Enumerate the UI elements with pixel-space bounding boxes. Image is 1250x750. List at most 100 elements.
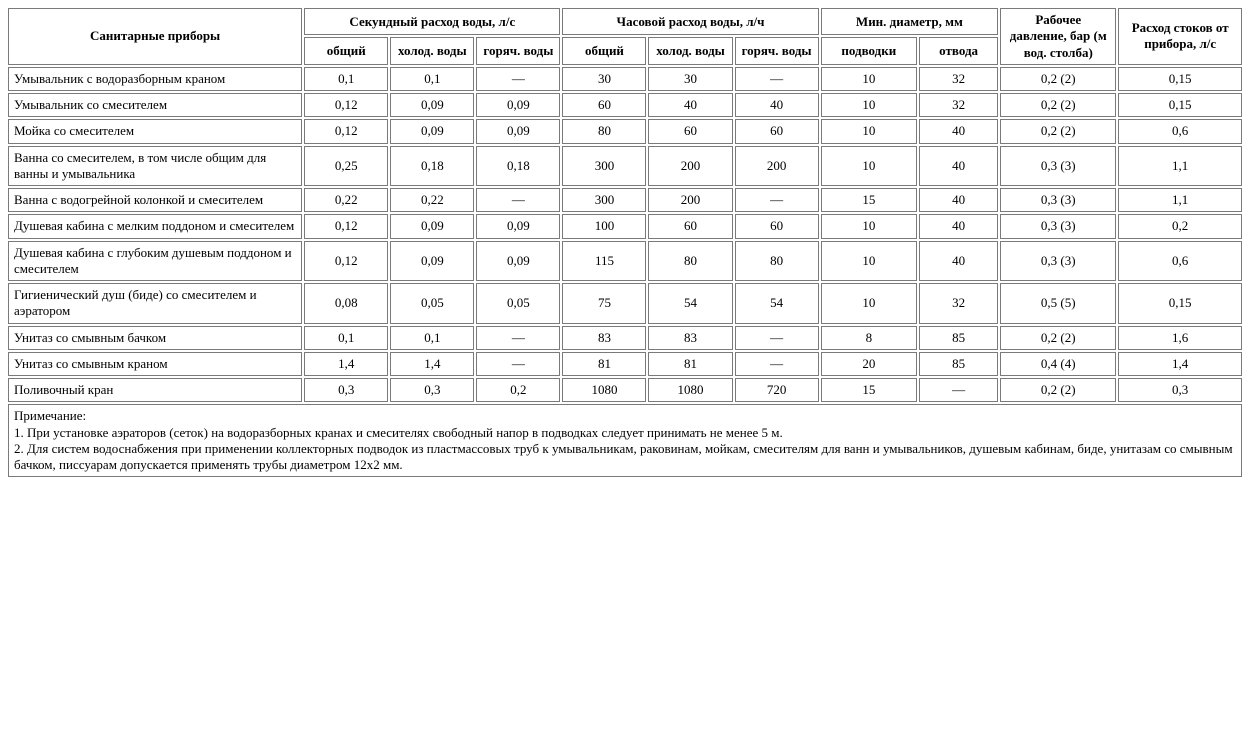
cell-value: 0,22 (304, 188, 388, 212)
table-body: Умывальник с водоразборным краном0,10,1—… (8, 67, 1242, 403)
cell-value: 0,6 (1118, 241, 1242, 282)
fixture-name: Унитаз со смывным бачком (8, 326, 302, 350)
cell-value: 10 (821, 67, 917, 91)
cell-value: 0,3 (304, 378, 388, 402)
fixture-name: Умывальник со смесителем (8, 93, 302, 117)
table-row: Поливочный кран0,30,30,21080108072015—0,… (8, 378, 1242, 402)
cell-value: 60 (648, 119, 732, 143)
cell-value: 85 (919, 326, 998, 350)
cell-value: 0,18 (476, 146, 560, 187)
cell-value: 32 (919, 67, 998, 91)
cell-value: 0,05 (476, 283, 560, 324)
cell-value: 0,12 (304, 93, 388, 117)
cell-value: 200 (735, 146, 819, 187)
cell-value: 40 (648, 93, 732, 117)
cell-value: 10 (821, 241, 917, 282)
cell-value: 80 (562, 119, 646, 143)
cell-value: 0,2 (2) (1000, 67, 1116, 91)
cell-value: 1080 (648, 378, 732, 402)
cell-value: 200 (648, 146, 732, 187)
cell-value: 0,2 (2) (1000, 326, 1116, 350)
cell-value: 81 (562, 352, 646, 376)
cell-value: 0,5 (5) (1000, 283, 1116, 324)
cell-value: 80 (735, 241, 819, 282)
cell-value: 1080 (562, 378, 646, 402)
cell-value: 0,09 (390, 119, 474, 143)
cell-value: 0,6 (1118, 119, 1242, 143)
cell-value: 100 (562, 214, 646, 238)
col-sec-total: общий (304, 37, 388, 64)
fixture-name: Унитаз со смывным краном (8, 352, 302, 376)
cell-value: 0,2 (2) (1000, 93, 1116, 117)
col-sec-cold: холод. воды (390, 37, 474, 64)
cell-value: 80 (648, 241, 732, 282)
cell-value: 0,15 (1118, 283, 1242, 324)
cell-value: 115 (562, 241, 646, 282)
cell-value: 20 (821, 352, 917, 376)
table-row: Ванна с водогрейной колонкой и смесителе… (8, 188, 1242, 212)
cell-value: 1,1 (1118, 188, 1242, 212)
col-hour-hot: горяч. воды (735, 37, 819, 64)
cell-value: 10 (821, 93, 917, 117)
cell-value: 40 (735, 93, 819, 117)
table-row: Ванна со смесителем, в том числе общим д… (8, 146, 1242, 187)
colgroup-sec-flow: Секундный расход воды, л/с (304, 8, 560, 35)
cell-value: — (476, 352, 560, 376)
cell-value: — (735, 188, 819, 212)
cell-value: 85 (919, 352, 998, 376)
cell-value: 0,12 (304, 214, 388, 238)
cell-value: — (735, 67, 819, 91)
cell-value: 0,3 (3) (1000, 146, 1116, 187)
cell-value: 60 (735, 119, 819, 143)
cell-value: — (476, 188, 560, 212)
cell-value: 0,3 (1118, 378, 1242, 402)
fixture-name: Умывальник с водоразборным краном (8, 67, 302, 91)
cell-value: 0,1 (390, 326, 474, 350)
table-row: Умывальник со смесителем0,120,090,096040… (8, 93, 1242, 117)
cell-value: 32 (919, 93, 998, 117)
cell-value: — (735, 326, 819, 350)
cell-value: 8 (821, 326, 917, 350)
cell-value: 1,4 (390, 352, 474, 376)
cell-value: 0,09 (476, 119, 560, 143)
cell-value: — (476, 326, 560, 350)
col-hour-total: общий (562, 37, 646, 64)
cell-value: 10 (821, 119, 917, 143)
cell-value: 10 (821, 214, 917, 238)
col-drain: Расход стоков от прибора, л/с (1118, 8, 1242, 65)
cell-value: 60 (648, 214, 732, 238)
cell-value: 15 (821, 378, 917, 402)
cell-value: 0,3 (3) (1000, 214, 1116, 238)
table-row: Гигиенический душ (биде) со смесителем и… (8, 283, 1242, 324)
cell-value: 200 (648, 188, 732, 212)
col-sec-hot: горяч. воды (476, 37, 560, 64)
cell-value: 720 (735, 378, 819, 402)
cell-value: 60 (735, 214, 819, 238)
cell-value: 0,1 (304, 67, 388, 91)
table-row: Мойка со смесителем0,120,090,09806060104… (8, 119, 1242, 143)
cell-value: 0,4 (4) (1000, 352, 1116, 376)
cell-value: 40 (919, 241, 998, 282)
fixture-name: Мойка со смесителем (8, 119, 302, 143)
cell-value: 0,3 (3) (1000, 188, 1116, 212)
col-dia-supply: подводки (821, 37, 917, 64)
cell-value: 0,09 (390, 214, 474, 238)
cell-value: 10 (821, 146, 917, 187)
table-row: Умывальник с водоразборным краном0,10,1—… (8, 67, 1242, 91)
cell-value: 83 (562, 326, 646, 350)
table-row: Душевая кабина с глубоким душевым поддон… (8, 241, 1242, 282)
cell-value: 0,15 (1118, 93, 1242, 117)
table-notes: Примечание:1. При установке аэраторов (с… (8, 404, 1242, 477)
cell-value: 1,4 (1118, 352, 1242, 376)
colgroup-hour-flow: Часовой расход воды, л/ч (562, 8, 818, 35)
cell-value: 1,6 (1118, 326, 1242, 350)
table-row: Унитаз со смывным краном1,41,4—8181—2085… (8, 352, 1242, 376)
col-fixtures: Санитарные приборы (8, 8, 302, 65)
cell-value: 0,12 (304, 119, 388, 143)
cell-value: 75 (562, 283, 646, 324)
cell-value: — (476, 67, 560, 91)
cell-value: 1,1 (1118, 146, 1242, 187)
fixture-name: Душевая кабина с глубоким душевым поддон… (8, 241, 302, 282)
fixtures-table: Санитарные приборы Секундный расход воды… (6, 6, 1244, 479)
cell-value: 0,12 (304, 241, 388, 282)
